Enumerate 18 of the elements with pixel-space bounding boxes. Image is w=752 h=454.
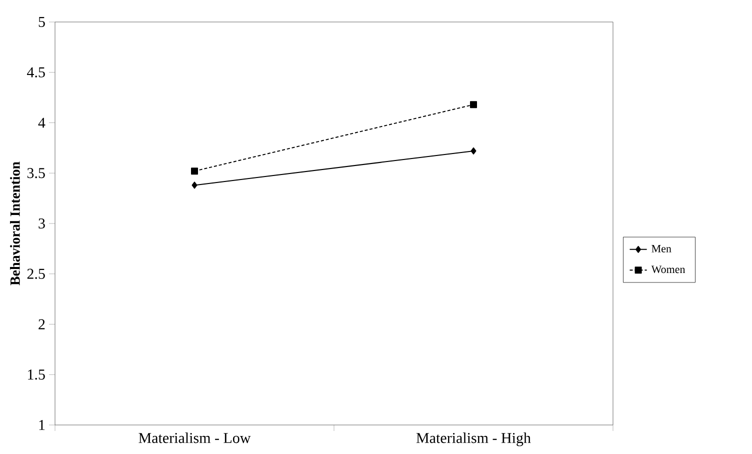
y-tick-label: 3 [38, 218, 45, 229]
x-tick-label: Materialism - High [416, 432, 531, 446]
legend-label: Women [651, 266, 686, 274]
y-tick-label: 1.5 [28, 370, 45, 380]
y-tick-label: 1 [39, 420, 45, 430]
y-tick-label: 5 [38, 17, 45, 27]
y-tick-label: 2.5 [27, 268, 45, 279]
y-tick-label: 4.5 [27, 67, 45, 78]
legend-label: Men [652, 245, 672, 252]
y-tick-label: 3.5 [27, 168, 45, 178]
point [191, 168, 198, 175]
point [470, 147, 476, 154]
y-axis-title: Behavioral Intention [10, 162, 20, 286]
y-tick-label: 4 [38, 118, 46, 128]
point [192, 182, 198, 189]
x-tick-label: Materialism - Low [138, 432, 251, 444]
y-tick-label: 2 [38, 319, 45, 330]
point [470, 101, 478, 108]
